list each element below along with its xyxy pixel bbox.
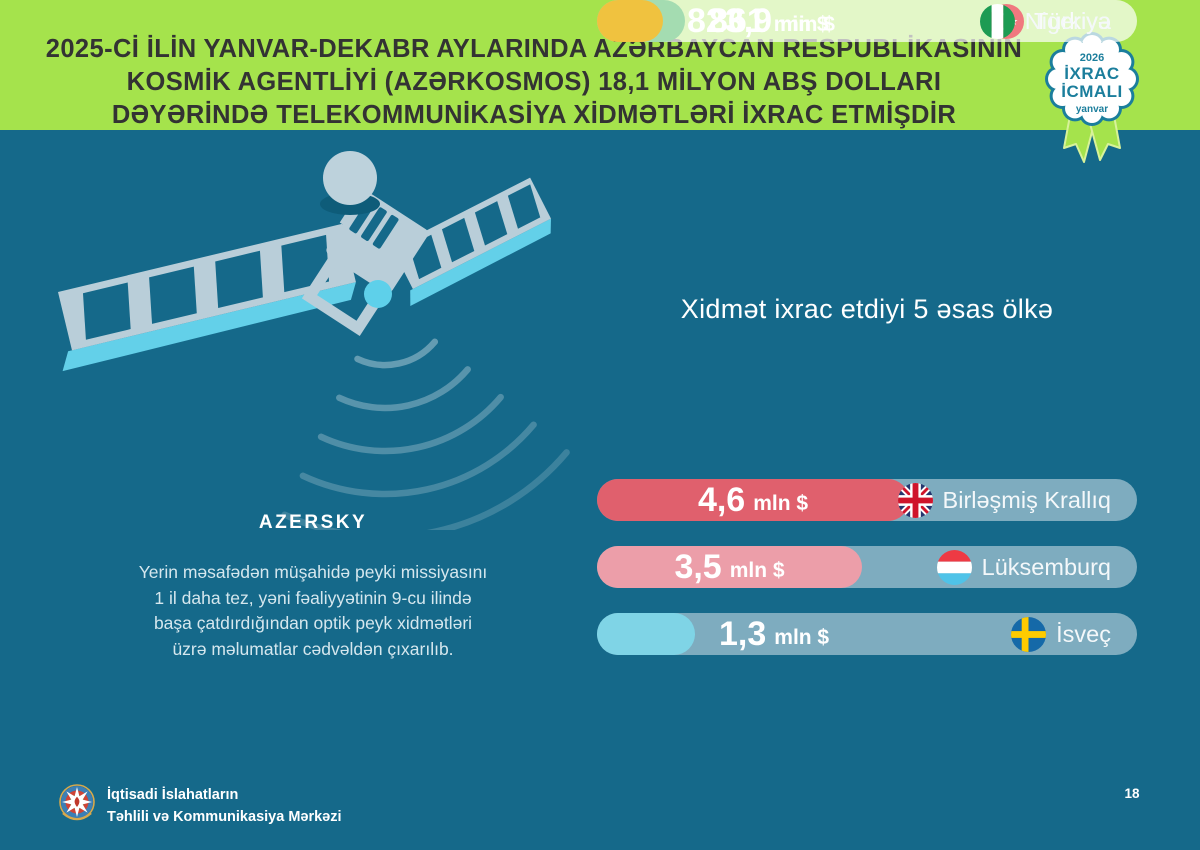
signal-waves-icon: [281, 338, 570, 530]
flag-nigeria-icon: [979, 3, 1015, 39]
satellite-body: [301, 191, 429, 336]
bar-value-number: 3,5: [674, 548, 722, 586]
bar-country: Birləşmiş Krallıq: [897, 479, 1111, 521]
satellite-illustration: [58, 151, 570, 530]
state-emblem-icon: [59, 784, 95, 821]
bar-value: 3,5 mln $: [597, 546, 862, 588]
badge-title-line2: İCMALI: [1061, 82, 1123, 101]
country-label: Lüksemburq: [981, 553, 1111, 580]
footer-org-line1: İqtisadi İslahatların: [107, 787, 239, 803]
bar-value-unit: mln $: [729, 558, 785, 582]
bar-value-number: 4,6: [697, 481, 746, 519]
bar-fill: [597, 0, 663, 42]
bar-value-number: 823,9: [687, 2, 773, 40]
azersky-title: AZERSKY: [258, 512, 368, 533]
country-label: Türkiyə: [1033, 7, 1111, 34]
bar-value: 4,6 mln $: [597, 479, 909, 521]
flag-sweden-icon: [1011, 616, 1047, 652]
export-review-badge: 2026 İXRAC İCMALI yanvar: [1045, 32, 1139, 163]
footer-organization: İqtisadi İslahatların Təhlili və Kommuni…: [107, 784, 342, 828]
bar-track: 4,6 mln $ Birləş: [597, 479, 1137, 521]
antenna-ball-icon: [364, 280, 392, 308]
chart-title: Xidmət ixrac etdiyi 5 əsas ölkə: [680, 294, 1054, 324]
bar-value-unit: min $: [780, 12, 835, 36]
bar-value: 861 min $: [709, 0, 829, 42]
bar-fill: [597, 546, 862, 588]
page-title-line1: 2025-Cİ İLİN YANVAR-DEKABR AYLARINDA AZƏ…: [45, 35, 1023, 63]
bar-country: Lüksemburq: [936, 546, 1111, 588]
badge-title-line1: İXRAC: [1064, 64, 1119, 83]
bar-value-unit: mln $: [753, 491, 809, 515]
flag-luxembourg-icon: [936, 549, 972, 585]
country-label: Birləşmiş Krallıq: [942, 486, 1111, 513]
bar-value-number: 861: [709, 2, 766, 40]
solar-panel-left: [58, 223, 356, 372]
export-bar-row-sweden: 1,3 mln $ İsveç: [597, 613, 1137, 655]
azersky-note: Yerin məsafədən müşahidə peyki missiyası…: [138, 562, 488, 659]
page-title-line3: DƏYƏRİNDƏ TELEKOMMUNİKASİYA XİDMƏTLƏRİ İ…: [111, 101, 957, 129]
badge-year: 2026: [1080, 52, 1104, 64]
satellite-dish-icon: [323, 151, 377, 205]
bar-track: 823,9 min $ Nigeriya: [597, 0, 1137, 42]
bar-fill: [597, 479, 909, 521]
bar-value-number: 1,3: [719, 615, 767, 653]
country-label: Nigeriya: [1024, 7, 1111, 34]
badge-rosette-icon: [1045, 32, 1139, 126]
badge-month: yanvar: [1076, 104, 1108, 115]
bar-value-unit: mln $: [774, 625, 830, 649]
footer-org-line2: Təhlili və Kommunikasiya Mərkəzi: [107, 809, 342, 825]
bar-country: Nigeriya: [979, 0, 1111, 42]
bar-track: 3,5 mln $ Lüksemburq: [597, 546, 1137, 588]
export-bar-row-uk: 4,6 mln $ Birləş: [597, 479, 1137, 521]
export-bar-row-luxembourg: 3,5 mln $ Lüksemburq: [597, 546, 1137, 588]
page-title: 2025-Cİ İLİN YANVAR-DEKABR AYLARINDA AZƏ…: [28, 33, 1040, 132]
bar-country: İsveç: [1011, 613, 1111, 655]
page-title-line2: KOSMİK AGENTLİYİ (AZƏRKOSMOS) 18,1 MİLYO…: [126, 68, 942, 96]
bar-value: 823,9 min $: [687, 0, 835, 42]
flag-united-kingdom-icon: [897, 482, 933, 518]
export-bar-row-nigeria: 823,9 min $ Nigeriya: [597, 0, 1137, 42]
page-number: 18: [1124, 786, 1140, 801]
bar-value-unit: min $: [773, 12, 829, 36]
country-label: İsveç: [1056, 620, 1111, 647]
bar-value: 1,3 mln $: [719, 613, 829, 655]
bar-fill: [597, 613, 695, 655]
bar-track: 1,3 mln $ İsveç: [597, 613, 1137, 655]
solar-panel-right: [392, 177, 551, 307]
